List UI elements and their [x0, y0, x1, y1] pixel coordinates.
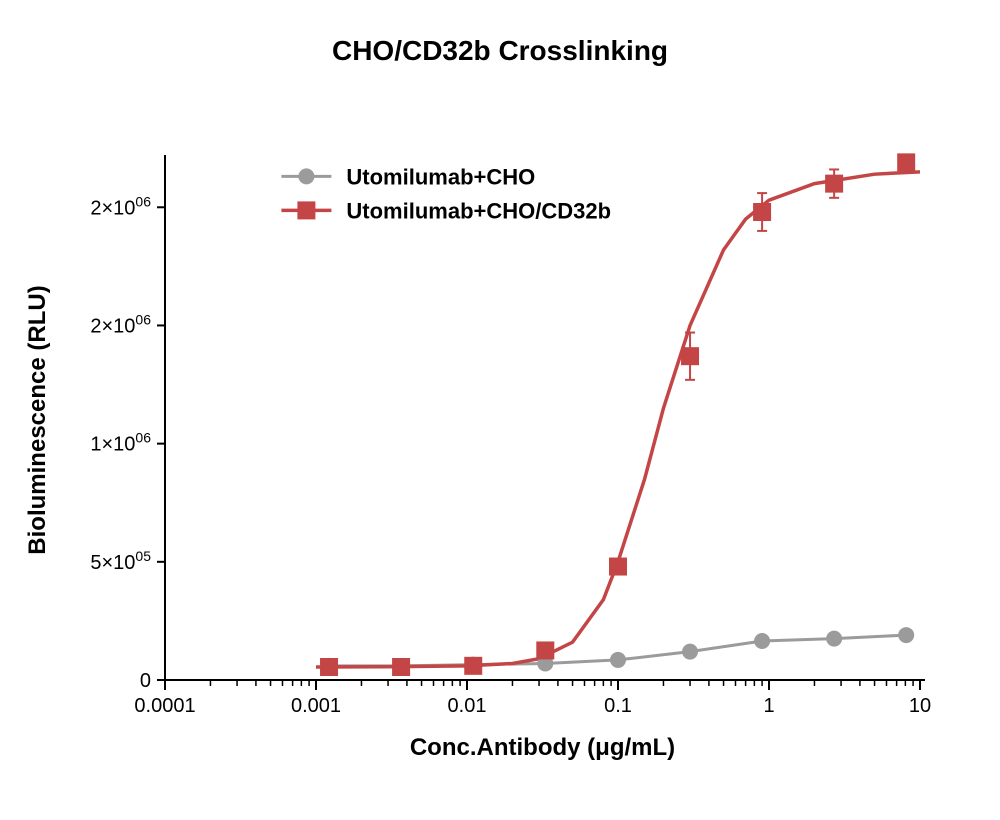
y-tick-label: 2×1006 — [90, 311, 151, 337]
data-point — [682, 644, 698, 660]
legend-label: Utomilumab+CHO — [346, 164, 535, 189]
y-tick-label: 0 — [140, 670, 151, 692]
x-axis-label: Conc.Antibody (μg/mL) — [410, 734, 675, 761]
x-tick-label: 0.01 — [448, 695, 487, 717]
y-axis-label: Bioluminescence (RLU) — [24, 285, 51, 554]
x-tick-label: 0.001 — [291, 695, 341, 717]
data-point — [320, 658, 338, 676]
series-fit-curve — [316, 172, 920, 667]
x-tick-label: 0.0001 — [134, 695, 195, 717]
chart-title: CHO/CD32b Crosslinking — [332, 35, 668, 66]
data-point — [681, 347, 699, 365]
data-point — [536, 641, 554, 659]
data-point — [898, 627, 914, 643]
chart-svg: CHO/CD32b Crosslinking 0 5×1005 1×1006 2×100… — [0, 0, 1000, 820]
data-point — [392, 658, 410, 676]
data-point — [609, 558, 627, 576]
data-point — [464, 657, 482, 675]
data-point — [754, 633, 770, 649]
data-point — [826, 631, 842, 647]
data-point — [753, 203, 771, 221]
y-tick-label: 5×1005 — [90, 548, 151, 574]
data-point — [897, 153, 915, 171]
x-tick-label: 10 — [909, 695, 931, 717]
x-tick-label: 1 — [763, 695, 774, 717]
data-point — [610, 652, 626, 668]
y-tick-label: 2×1006 — [90, 193, 151, 219]
data-point — [825, 175, 843, 193]
y-tick-label: 1×1006 — [90, 430, 151, 456]
x-tick-label: 0.1 — [604, 695, 632, 717]
chart-container: CHO/CD32b Crosslinking 0 5×1005 1×1006 2×100… — [0, 0, 1000, 820]
legend-label: Utomilumab+CHO/CD32b — [346, 198, 611, 223]
